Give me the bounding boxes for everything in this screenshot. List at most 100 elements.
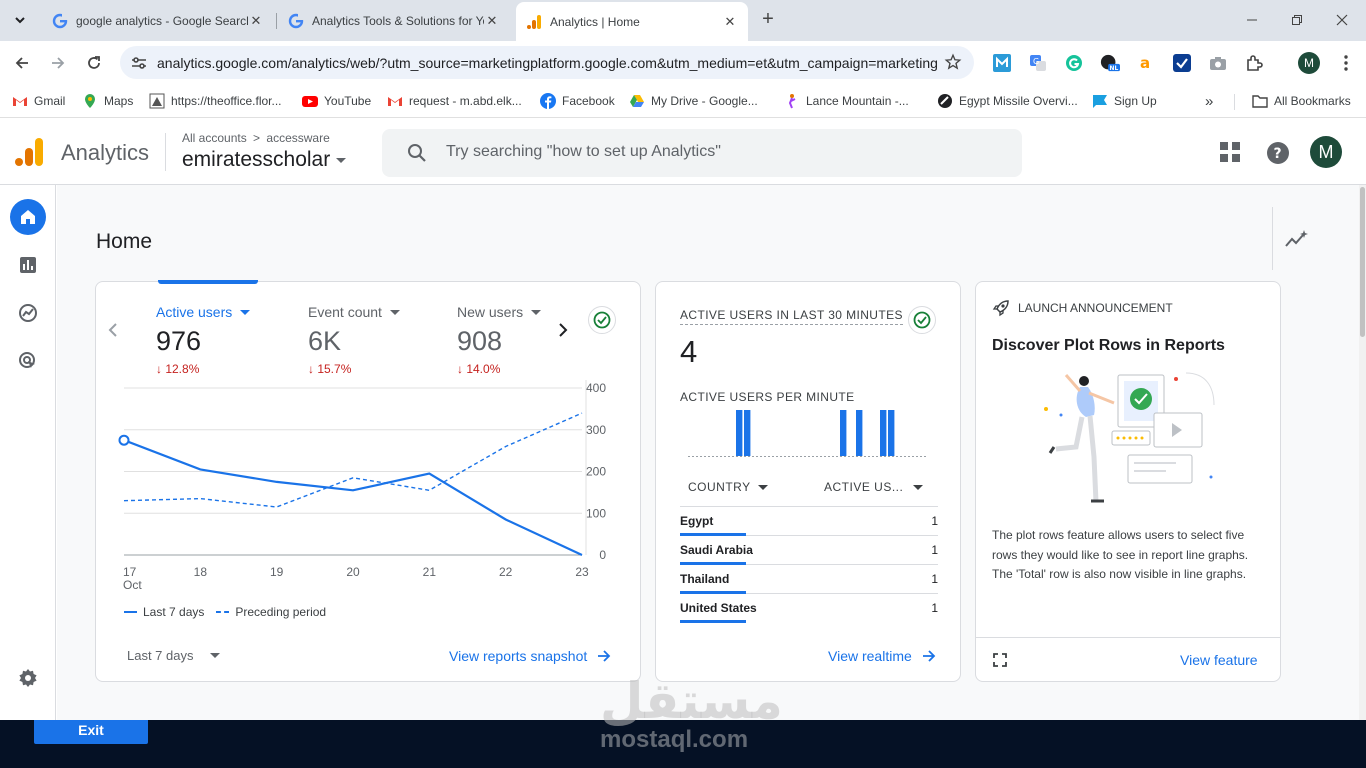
forward-button[interactable]	[46, 51, 70, 75]
country-value: 1	[931, 514, 938, 528]
search-bar[interactable]: Try searching "how to set up Analytics"	[382, 129, 1022, 177]
bookmark-office[interactable]: https://theoffice.flor...	[149, 92, 282, 110]
restore-button[interactable]	[1287, 10, 1307, 30]
country-value: 1	[931, 572, 938, 586]
site-settings-icon[interactable]	[130, 54, 148, 72]
url-text[interactable]: analytics.google.com/analytics/web/?utm_…	[157, 55, 937, 71]
property-selector[interactable]: emiratesscholar	[182, 148, 347, 172]
chrome-menu-button[interactable]	[1336, 53, 1356, 73]
more-bookmarks-button[interactable]: »	[1205, 92, 1214, 110]
date-range-selector[interactable]: Last 7 days	[127, 648, 220, 663]
bookmark-egypt-missile[interactable]: Egypt Missile Overvi...	[937, 92, 1078, 110]
translate-extension-icon[interactable]: G	[1028, 53, 1048, 73]
arrow-right-icon	[922, 650, 936, 662]
bookmark-sign-up[interactable]: Sign Up	[1092, 92, 1157, 110]
scrollbar-thumb[interactable]	[1360, 187, 1365, 337]
grammarly-icon[interactable]	[1064, 53, 1084, 73]
camera-icon[interactable]	[1208, 53, 1228, 73]
watermark-arabic: مستقل	[600, 673, 783, 729]
nav-admin[interactable]	[10, 660, 46, 696]
minute-bar	[888, 410, 895, 456]
breadcrumb-root[interactable]: All accounts	[182, 131, 247, 145]
dropdown-arrow-icon	[757, 484, 768, 490]
all-bookmarks-folder[interactable]: All Bookmarks	[1252, 92, 1351, 110]
page-scrollbar[interactable]	[1359, 185, 1366, 720]
metric-delta: ↓ 14.0%	[457, 362, 501, 376]
nav-advertising[interactable]	[10, 343, 46, 379]
extension-m-icon[interactable]	[992, 53, 1012, 73]
metric-value: 908	[457, 326, 503, 356]
bookmark-maps[interactable]: Maps	[82, 92, 133, 110]
country-share-bar	[680, 620, 746, 623]
close-tab-icon[interactable]: ✕	[486, 13, 498, 28]
column-header-active-users[interactable]: ACTIVE US...	[824, 480, 924, 494]
address-bar[interactable]: analytics.google.com/analytics/web/?utm_…	[120, 46, 974, 79]
breadcrumb-account[interactable]: accessware	[266, 131, 330, 145]
x-tick-label: 23	[575, 565, 589, 579]
minimize-button[interactable]	[1242, 10, 1262, 30]
chevron-right-icon[interactable]	[556, 322, 570, 338]
extensions-puzzle-icon[interactable]	[1244, 53, 1264, 73]
view-feature-link[interactable]: View feature	[1180, 652, 1258, 668]
data-quality-badge[interactable]	[588, 306, 616, 334]
close-tab-icon[interactable]: ✕	[250, 13, 262, 28]
new-tab-button[interactable]: +	[762, 8, 774, 30]
close-tab-icon[interactable]: ✕	[724, 13, 736, 29]
date-range-label: Last 7 days	[127, 648, 194, 663]
close-window-button[interactable]	[1332, 10, 1352, 30]
bookmark-lance[interactable]: Lance Mountain -...	[784, 92, 909, 110]
column-header-country[interactable]: COUNTRY	[688, 480, 768, 494]
bookmark-facebook[interactable]: Facebook	[540, 92, 615, 110]
dropdown-arrow-icon	[209, 653, 220, 658]
analytics-brand[interactable]: Analytics	[61, 140, 150, 165]
arrow-right-icon	[52, 57, 65, 69]
dropdown-arrow-icon	[240, 309, 251, 315]
bookmark-gmail[interactable]: Gmail	[12, 92, 65, 110]
browser-tab[interactable]: google analytics - Google Search ✕	[42, 6, 274, 36]
analytics-logo-icon[interactable]	[14, 137, 44, 167]
account-avatar[interactable]: M	[1310, 136, 1342, 168]
metric-event-count[interactable]: Event count 6K ↓ 15.7%	[308, 304, 400, 376]
tab-title: google analytics - Google Search	[76, 14, 248, 28]
nav-explore[interactable]	[10, 295, 46, 331]
legend-solid-swatch	[124, 611, 137, 613]
expand-fullscreen-icon[interactable]	[993, 653, 1007, 667]
bookmark-request[interactable]: request - m.abd.elk...	[387, 92, 522, 110]
browser-tab-active[interactable]: Analytics | Home ✕	[516, 2, 748, 41]
vpn-nl-icon[interactable]: NL	[1100, 53, 1120, 73]
help-icon[interactable]: ?	[1266, 141, 1290, 165]
country-value: 1	[931, 601, 938, 615]
check-extension-icon[interactable]	[1172, 53, 1192, 73]
metric-active-users[interactable]: Active users 976 ↓ 12.8%	[156, 304, 251, 376]
bookmark-youtube[interactable]: YouTube	[302, 92, 371, 110]
exit-button[interactable]: Exit	[34, 720, 148, 744]
watermark-domain: mostaql.com	[600, 726, 749, 753]
youtube-icon	[302, 96, 318, 107]
folder-icon	[1252, 95, 1268, 108]
reload-button[interactable]	[82, 51, 106, 75]
amazon-extension-icon[interactable]: a	[1136, 53, 1156, 73]
realtime-title[interactable]: ACTIVE USERS IN LAST 30 MINUTES	[680, 308, 903, 325]
missile-icon	[938, 94, 952, 108]
bookmark-star-icon[interactable]	[944, 53, 962, 71]
nav-home[interactable]	[10, 199, 46, 235]
data-quality-badge[interactable]	[908, 306, 936, 334]
tab-search-button[interactable]	[8, 8, 32, 32]
insights-sparkle-icon[interactable]	[1285, 229, 1309, 249]
view-realtime-link[interactable]: View realtime	[828, 648, 936, 664]
back-button[interactable]	[10, 51, 34, 75]
metric-new-users[interactable]: New users 908 ↓ 14.0%	[457, 304, 542, 376]
series-line-current	[123, 439, 583, 556]
arrow-left-icon	[15, 57, 28, 69]
bookmark-drive[interactable]: My Drive - Google...	[629, 92, 758, 110]
browser-tab[interactable]: Analytics Tools & Solutions for Your Bus…	[278, 6, 510, 36]
chevron-left-icon[interactable]	[106, 322, 120, 338]
breadcrumb[interactable]: All accounts > accessware	[182, 131, 330, 145]
apps-grid-icon[interactable]	[1219, 141, 1241, 163]
nav-reports[interactable]	[10, 247, 46, 283]
explore-icon	[19, 304, 37, 322]
metric-value: 6K	[308, 326, 342, 356]
breadcrumb-separator: >	[253, 131, 261, 145]
chrome-profile-avatar[interactable]: M	[1298, 52, 1320, 74]
view-reports-snapshot-link[interactable]: View reports snapshot	[449, 648, 611, 664]
